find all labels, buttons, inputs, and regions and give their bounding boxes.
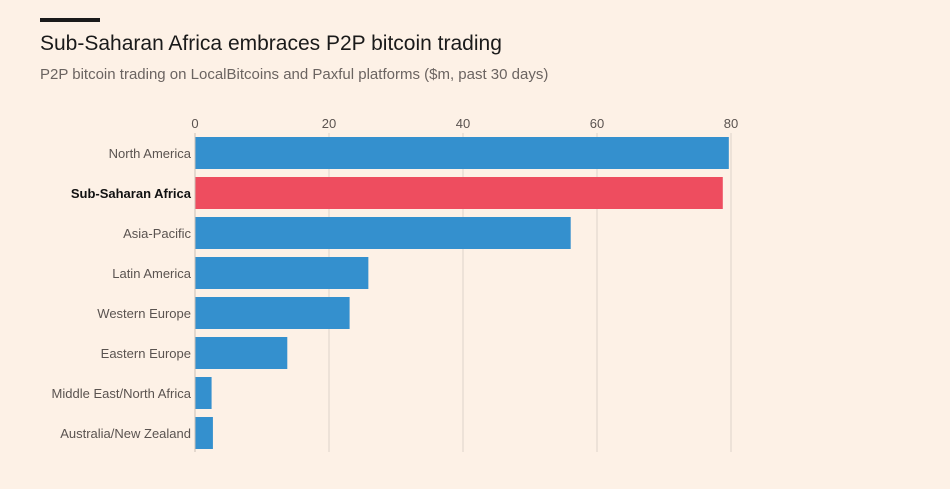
category-label: Western Europe [97, 306, 191, 321]
x-tick-label: 40 [456, 116, 470, 131]
bar [195, 417, 213, 449]
x-tick-label: 0 [191, 116, 198, 131]
bar [195, 337, 288, 369]
chart-title: Sub-Saharan Africa embraces P2P bitcoin … [40, 32, 502, 55]
x-tick-label: 20 [322, 116, 336, 131]
chart-subtitle: P2P bitcoin trading on LocalBitcoins and… [40, 66, 549, 83]
bar [195, 177, 723, 209]
category-label: North America [109, 146, 192, 161]
category-label: Eastern Europe [101, 346, 191, 361]
bar [195, 217, 571, 249]
category-label: Latin America [112, 266, 192, 281]
bar [195, 257, 369, 289]
category-label: Middle East/North Africa [52, 386, 192, 401]
bar [195, 137, 729, 169]
bar [195, 297, 350, 329]
title-accent-bar [40, 18, 100, 22]
x-tick-label: 60 [590, 116, 604, 131]
x-tick-label: 80 [724, 116, 738, 131]
category-label: Australia/New Zealand [60, 426, 191, 441]
bar [195, 377, 212, 409]
category-label: Sub-Saharan Africa [71, 186, 192, 201]
category-label: Asia-Pacific [123, 226, 191, 241]
